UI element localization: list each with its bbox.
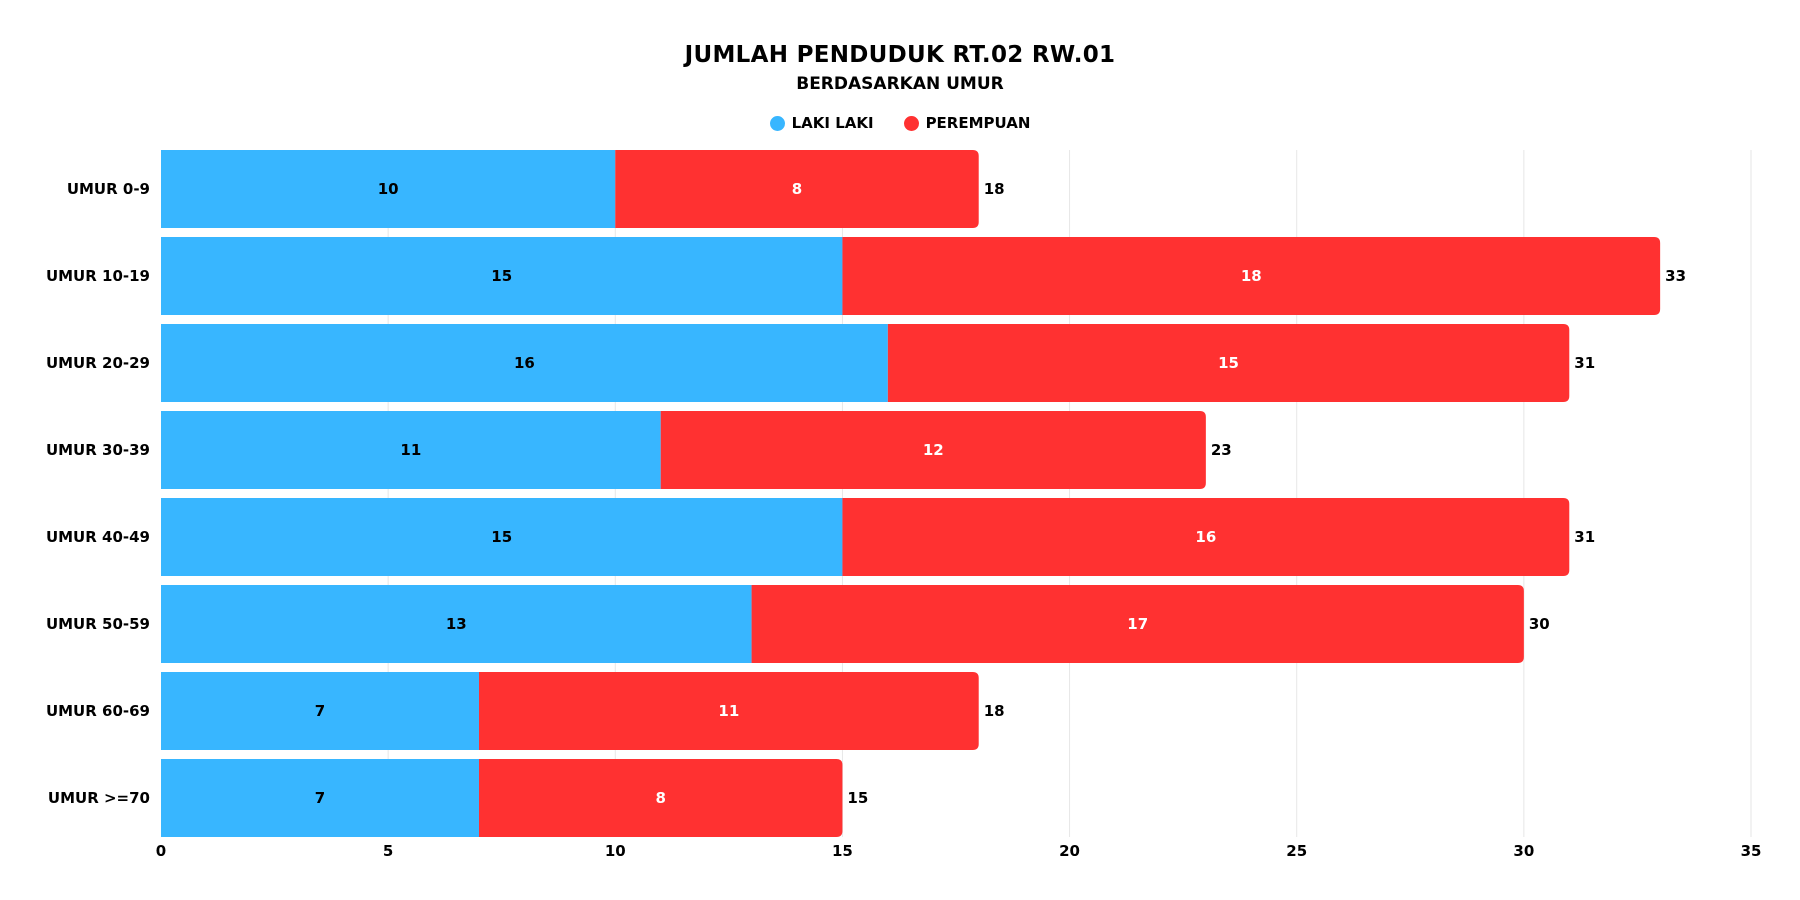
legend-label-perempuan: PEREMPUAN bbox=[925, 114, 1031, 132]
legend-item-laki-laki: LAKI LAKI bbox=[769, 114, 874, 132]
bar-segment-laki-laki bbox=[161, 759, 479, 837]
bar-segment-perempuan bbox=[615, 150, 979, 228]
data-label: 17 bbox=[1127, 615, 1148, 633]
bar-segment-perempuan bbox=[751, 585, 1524, 663]
chart-title: JUMLAH PENDUDUK RT.02 RW.01 bbox=[684, 42, 1116, 68]
bar-segment-laki-laki bbox=[161, 585, 752, 663]
bar-segment-laki-laki bbox=[161, 672, 479, 750]
bar-segment-perempuan bbox=[842, 237, 1661, 315]
category-label: UMUR 0-9 bbox=[67, 180, 150, 198]
data-label: 15 bbox=[491, 528, 512, 546]
bar-segment-perempuan bbox=[479, 672, 979, 750]
category-label: UMUR 30-39 bbox=[46, 441, 150, 459]
data-label: 11 bbox=[718, 702, 739, 720]
category-label: UMUR >=70 bbox=[48, 789, 150, 807]
data-label: 18 bbox=[1241, 267, 1262, 285]
total-label: 31 bbox=[1574, 354, 1595, 372]
data-label: 8 bbox=[655, 789, 665, 807]
bar-segment-perempuan bbox=[660, 411, 1206, 489]
category-label: UMUR 50-59 bbox=[46, 615, 150, 633]
category-label: UMUR 10-19 bbox=[46, 267, 150, 285]
category-label: UMUR 40-49 bbox=[46, 528, 150, 546]
bar-segment-laki-laki bbox=[161, 237, 843, 315]
x-tick-label: 5 bbox=[383, 842, 393, 860]
data-label: 10 bbox=[378, 180, 399, 198]
legend-label-laki-laki: LAKI LAKI bbox=[791, 114, 874, 132]
data-label: 16 bbox=[1195, 528, 1216, 546]
bar-segment-laki-laki bbox=[161, 498, 843, 576]
data-label: 7 bbox=[315, 702, 325, 720]
x-tick-label: 30 bbox=[1513, 842, 1534, 860]
total-label: 15 bbox=[847, 789, 868, 807]
total-label: 33 bbox=[1665, 267, 1686, 285]
x-tick-label: 0 bbox=[156, 842, 166, 860]
data-label: 7 bbox=[315, 789, 325, 807]
legend-swatch-perempuan bbox=[903, 115, 919, 131]
legend-item-perempuan: PEREMPUAN bbox=[903, 114, 1031, 132]
data-label: 13 bbox=[446, 615, 467, 633]
x-tick-label: 25 bbox=[1286, 842, 1307, 860]
bar-segment-laki-laki bbox=[161, 411, 661, 489]
total-label: 18 bbox=[984, 702, 1005, 720]
data-label: 16 bbox=[514, 354, 535, 372]
total-label: 31 bbox=[1574, 528, 1595, 546]
data-label: 8 bbox=[792, 180, 802, 198]
total-label: 30 bbox=[1529, 615, 1550, 633]
category-label: UMUR 20-29 bbox=[46, 354, 150, 372]
total-label: 18 bbox=[984, 180, 1005, 198]
x-tick-label: 15 bbox=[832, 842, 853, 860]
data-label: 11 bbox=[400, 441, 421, 459]
bar-segment-perempuan bbox=[842, 498, 1570, 576]
legend-swatch-laki-laki bbox=[769, 115, 785, 131]
data-label: 12 bbox=[923, 441, 944, 459]
x-tick-label: 20 bbox=[1059, 842, 1080, 860]
category-label: UMUR 60-69 bbox=[46, 702, 150, 720]
x-tick-label: 10 bbox=[605, 842, 626, 860]
total-label: 23 bbox=[1211, 441, 1232, 459]
bar-segment-perempuan bbox=[887, 324, 1570, 402]
bar-segment-laki-laki bbox=[161, 150, 616, 228]
data-label: 15 bbox=[491, 267, 512, 285]
bar-segment-perempuan bbox=[479, 759, 843, 837]
data-label: 15 bbox=[1218, 354, 1239, 372]
chart-subtitle: BERDASARKAN UMUR bbox=[796, 74, 1004, 94]
chart-legend: LAKI LAKI PEREMPUAN bbox=[0, 114, 1800, 132]
bar-segment-laki-laki bbox=[161, 324, 888, 402]
x-tick-label: 35 bbox=[1741, 842, 1762, 860]
